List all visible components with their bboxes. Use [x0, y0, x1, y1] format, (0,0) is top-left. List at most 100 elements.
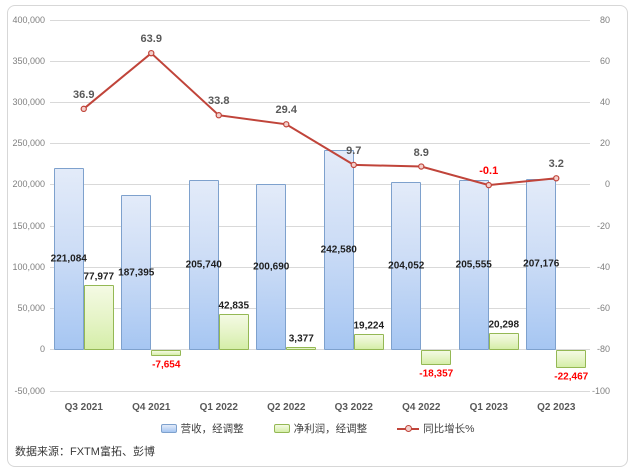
bar-net-profit: [556, 349, 587, 369]
x-axis-label: Q1 2022: [199, 402, 238, 413]
bar-net-profit: [83, 285, 114, 350]
revenue-value-label: 207,176: [523, 258, 560, 270]
yoy-line-marker: [80, 105, 87, 113]
gridline: [50, 308, 590, 310]
left-axis-tick: 300,000: [12, 96, 45, 107]
net-profit-value-label: -22,467: [554, 371, 589, 383]
legend-item-yoy-growth: 同比增长%: [397, 421, 474, 436]
revenue-value-label: 221,084: [50, 253, 87, 265]
x-axis-label: Q4 2021: [132, 402, 171, 413]
left-axis-tick: 400,000: [12, 14, 45, 25]
net-profit-value-label: 20,298: [488, 319, 520, 331]
x-axis-label: Q4 2022: [402, 402, 441, 413]
gridline: [50, 101, 590, 103]
x-axis-label: Q2 2022: [267, 402, 306, 413]
right-axis-tick: 80: [599, 14, 610, 25]
right-axis-tick: -80: [596, 344, 610, 355]
bar-net-profit: [421, 349, 452, 365]
revenue-value-label: 205,555: [455, 259, 492, 271]
right-axis-tick: -20: [596, 220, 610, 231]
legend: 营收，经调整 净利润，经调整 同比增长%: [0, 420, 635, 436]
yoy-line-marker: [148, 49, 155, 57]
legend-label-yoy-growth: 同比增长%: [423, 422, 475, 435]
revenue-value-label: 187,395: [118, 267, 155, 279]
chart-frame-border: [7, 5, 628, 467]
gridline: [50, 184, 590, 186]
yoy-line-path: [83, 51, 557, 187]
net-profit-value-label: -7,654: [152, 359, 181, 371]
net-profit-value-label: 3,377: [288, 333, 314, 345]
bar-net-profit: [151, 349, 182, 357]
revenue-value-label: 242,580: [320, 244, 357, 256]
right-axis-tick: -60: [596, 303, 610, 314]
left-axis-tick: 150,000: [12, 220, 45, 231]
gridline: [50, 266, 590, 268]
right-axis-tick: 20: [599, 138, 610, 149]
bar-net-profit: [488, 333, 519, 350]
bar-revenue: [121, 195, 152, 350]
gridline: [50, 225, 590, 227]
right-axis-tick: -100: [591, 385, 610, 396]
x-axis-label: Q2 2023: [537, 402, 576, 413]
legend-item-revenue: 营收，经调整: [160, 421, 244, 436]
yoy-growth-value-label: -0.1: [479, 165, 499, 178]
yoy-growth-value-label: 33.8: [208, 95, 230, 108]
bar-revenue: [458, 180, 489, 350]
revenue-swatch-icon: [160, 423, 177, 433]
yoy-growth-value-label: 3.2: [548, 158, 564, 171]
bar-revenue: [323, 149, 354, 350]
net-profit-value-label: 42,835: [218, 300, 250, 312]
yoy-line-marker: [350, 161, 357, 169]
yoy-line-marker: [553, 175, 560, 182]
x-axis-label: Q1 2023: [469, 402, 508, 413]
yoy-line-marker-icon: [397, 424, 420, 433]
bar-revenue: [526, 178, 557, 350]
yoy-line-marker: [485, 181, 492, 189]
gridline: [50, 19, 590, 21]
net-profit-value-label: 19,224: [353, 320, 385, 332]
x-axis-label: Q3 2022: [334, 402, 373, 413]
right-axis-tick: 0: [604, 179, 610, 190]
net-profit-value-label: 77,977: [83, 271, 115, 283]
bar-net-profit: [218, 314, 249, 350]
yoy-growth-line: [80, 49, 560, 189]
bar-revenue: [391, 181, 422, 350]
legend-label-net-profit: 净利润，经调整: [293, 422, 368, 435]
right-axis-tick: 40: [599, 96, 610, 107]
gridline: [50, 390, 590, 392]
left-axis-tick: 350,000: [12, 55, 45, 66]
legend-item-net-profit: 净利润，经调整: [273, 421, 368, 436]
net-profit-swatch-icon: [273, 423, 290, 433]
right-axis-tick: -40: [596, 261, 610, 272]
x-axis-label: Q3 2021: [64, 402, 103, 413]
yoy-growth-value-label: 9.7: [346, 144, 362, 157]
left-axis-tick: 0: [39, 344, 45, 355]
yoy-line-marker: [283, 121, 290, 128]
left-axis-tick: 50,000: [17, 303, 45, 314]
source-note: 数据来源：FXTM富拓、彭博: [15, 446, 155, 458]
bar-revenue: [188, 180, 219, 350]
yoy-line-marker: [418, 163, 425, 170]
yoy-growth-value-label: 63.9: [140, 33, 162, 46]
legend-label-revenue: 营收，经调整: [180, 422, 244, 435]
net-profit-value-label: -18,357: [419, 368, 454, 380]
gridline: [50, 349, 590, 351]
right-axis-tick: 60: [599, 55, 610, 66]
left-axis-tick: -50,000: [14, 385, 45, 396]
yoy-growth-value-label: 36.9: [73, 88, 95, 101]
bar-net-profit: [353, 333, 384, 350]
bar-revenue: [256, 184, 287, 350]
revenue-value-label: 200,690: [253, 261, 290, 273]
left-axis-tick: 200,000: [12, 179, 45, 190]
yoy-growth-value-label: 29.4: [275, 104, 297, 117]
yoy-line-marker: [215, 112, 222, 119]
revenue-value-label: 205,740: [185, 259, 222, 271]
yoy-growth-value-label: 8.9: [413, 146, 429, 159]
bar-revenue: [53, 167, 84, 350]
left-axis-tick: 250,000: [12, 138, 45, 149]
bar-net-profit: [286, 346, 317, 350]
revenue-value-label: 204,052: [388, 260, 425, 272]
left-axis-tick: 100,000: [12, 261, 45, 272]
gridline: [50, 60, 590, 62]
